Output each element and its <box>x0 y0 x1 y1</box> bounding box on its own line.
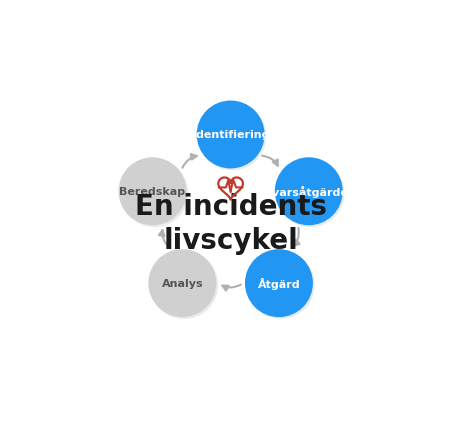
FancyArrowPatch shape <box>182 155 197 169</box>
Circle shape <box>247 252 315 319</box>
Text: Beredskap: Beredskap <box>119 187 185 197</box>
Circle shape <box>245 249 313 317</box>
Text: Analys: Analys <box>162 279 203 289</box>
Circle shape <box>148 249 216 317</box>
Circle shape <box>150 252 218 319</box>
Circle shape <box>198 103 266 171</box>
Circle shape <box>118 158 186 226</box>
FancyArrowPatch shape <box>222 285 241 291</box>
Circle shape <box>277 160 345 227</box>
FancyArrowPatch shape <box>159 230 169 248</box>
Circle shape <box>197 101 265 169</box>
FancyArrowPatch shape <box>294 228 300 246</box>
Text: Svarsåtgärder: Svarsåtgärder <box>264 186 353 198</box>
Circle shape <box>121 160 189 227</box>
Text: En incidents
livscykel: En incidents livscykel <box>135 193 327 254</box>
Circle shape <box>275 158 343 226</box>
Text: Identifiering: Identifiering <box>192 130 270 140</box>
Text: Åtgärd: Åtgärd <box>257 277 300 289</box>
FancyArrowPatch shape <box>262 156 278 166</box>
